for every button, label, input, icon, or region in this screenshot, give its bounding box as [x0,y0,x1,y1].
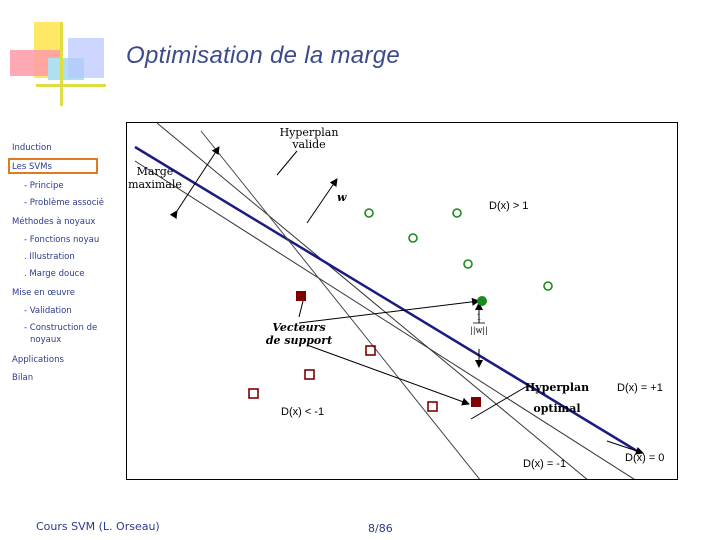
nav-item-validation[interactable]: - Validation [24,306,72,316]
nav-item-construction[interactable]: - Construction de [24,323,98,333]
svm-margin-figure: Hyperplan valide Marge maximale w D(x) >… [126,122,678,480]
nav-item-illustration[interactable]: . Illustration [24,252,75,262]
margin-arrow [169,146,220,220]
class-neg-point [304,369,315,380]
support-vector-neg [296,291,306,301]
nav-item-construction-cont[interactable]: noyaux [30,335,62,345]
hyperplan-optimal-pointer [470,384,530,420]
support-pointer-3 [306,344,470,406]
d-zero-label: D(x) = 0 [625,452,664,464]
footer-page-number: 8/86 [368,522,393,535]
w-label: w [337,191,347,204]
nav-item-methodes-noyaux[interactable]: Méthodes à noyaux [12,217,96,227]
nav-item-marge-douce[interactable]: . Marge douce [24,269,85,279]
nav-item-induction[interactable]: Induction [12,143,52,153]
support-pointer-2 [298,300,304,318]
vecteurs-support-label: Vecteurs [272,321,325,334]
class-pos-point [543,281,553,291]
d-less-minus-one-label: D(x) < -1 [281,406,324,418]
fraction-numerator: 1 [476,313,481,322]
class-neg-point [427,401,438,412]
support-vector-pos [477,296,487,306]
d-zero-arrow [606,440,644,455]
hyperplan-optimal-label: Hyperplan [525,381,589,394]
slide-title: Optimisation de la marge [126,42,400,69]
hyperplane-upper-margin [156,123,588,479]
hyperplan-valide-label: Hyperplan [280,126,339,139]
nav-item-applications[interactable]: Applications [12,355,64,365]
hyperplane-valid-line [200,130,481,479]
nav-item-mise-en-oeuvre[interactable]: Mise en œuvre [12,288,76,298]
svm-margin-diagram: Hyperplan valide Marge maximale w D(x) >… [128,123,664,479]
vecteurs-support-label-2: de support [266,334,332,347]
hyperplan-valide-pointer [276,150,298,176]
class-pos-point [452,208,462,218]
class-neg-point [365,345,376,356]
class-pos-point [408,233,418,243]
hyperplan-valide-label-2: valide [291,138,325,151]
marge-maximale-label-2: maximale [128,178,182,191]
class-pos-point [463,259,473,269]
class-neg-point [248,388,259,399]
marge-maximale-label: Marge [137,165,174,178]
nav-item-fonctions-noyau[interactable]: - Fonctions noyau [24,235,100,245]
d-greater-one-label: D(x) > 1 [489,200,528,212]
d-minus-one-label: D(x) = -1 [523,458,566,470]
nav-item-probleme-associe[interactable]: - Problème associé [24,198,104,208]
nav-item-bilan[interactable]: Bilan [12,373,34,383]
nav-item-les-svms[interactable]: Les SVMs [8,158,98,174]
nav-item-principe[interactable]: - Principe [24,181,64,191]
hyperplane-lower-margin [134,160,635,479]
support-pointer-1 [298,297,480,324]
fraction-denominator: ||w|| [470,326,488,335]
d-plus-one-label: D(x) = +1 [617,382,663,394]
w-vector-arrow [306,178,338,224]
hyperplan-optimal-label-2: optimal [533,402,580,415]
class-pos-point [364,208,374,218]
footer-course: Cours SVM (L. Orseau) [36,520,160,533]
support-vector-neg [471,397,481,407]
